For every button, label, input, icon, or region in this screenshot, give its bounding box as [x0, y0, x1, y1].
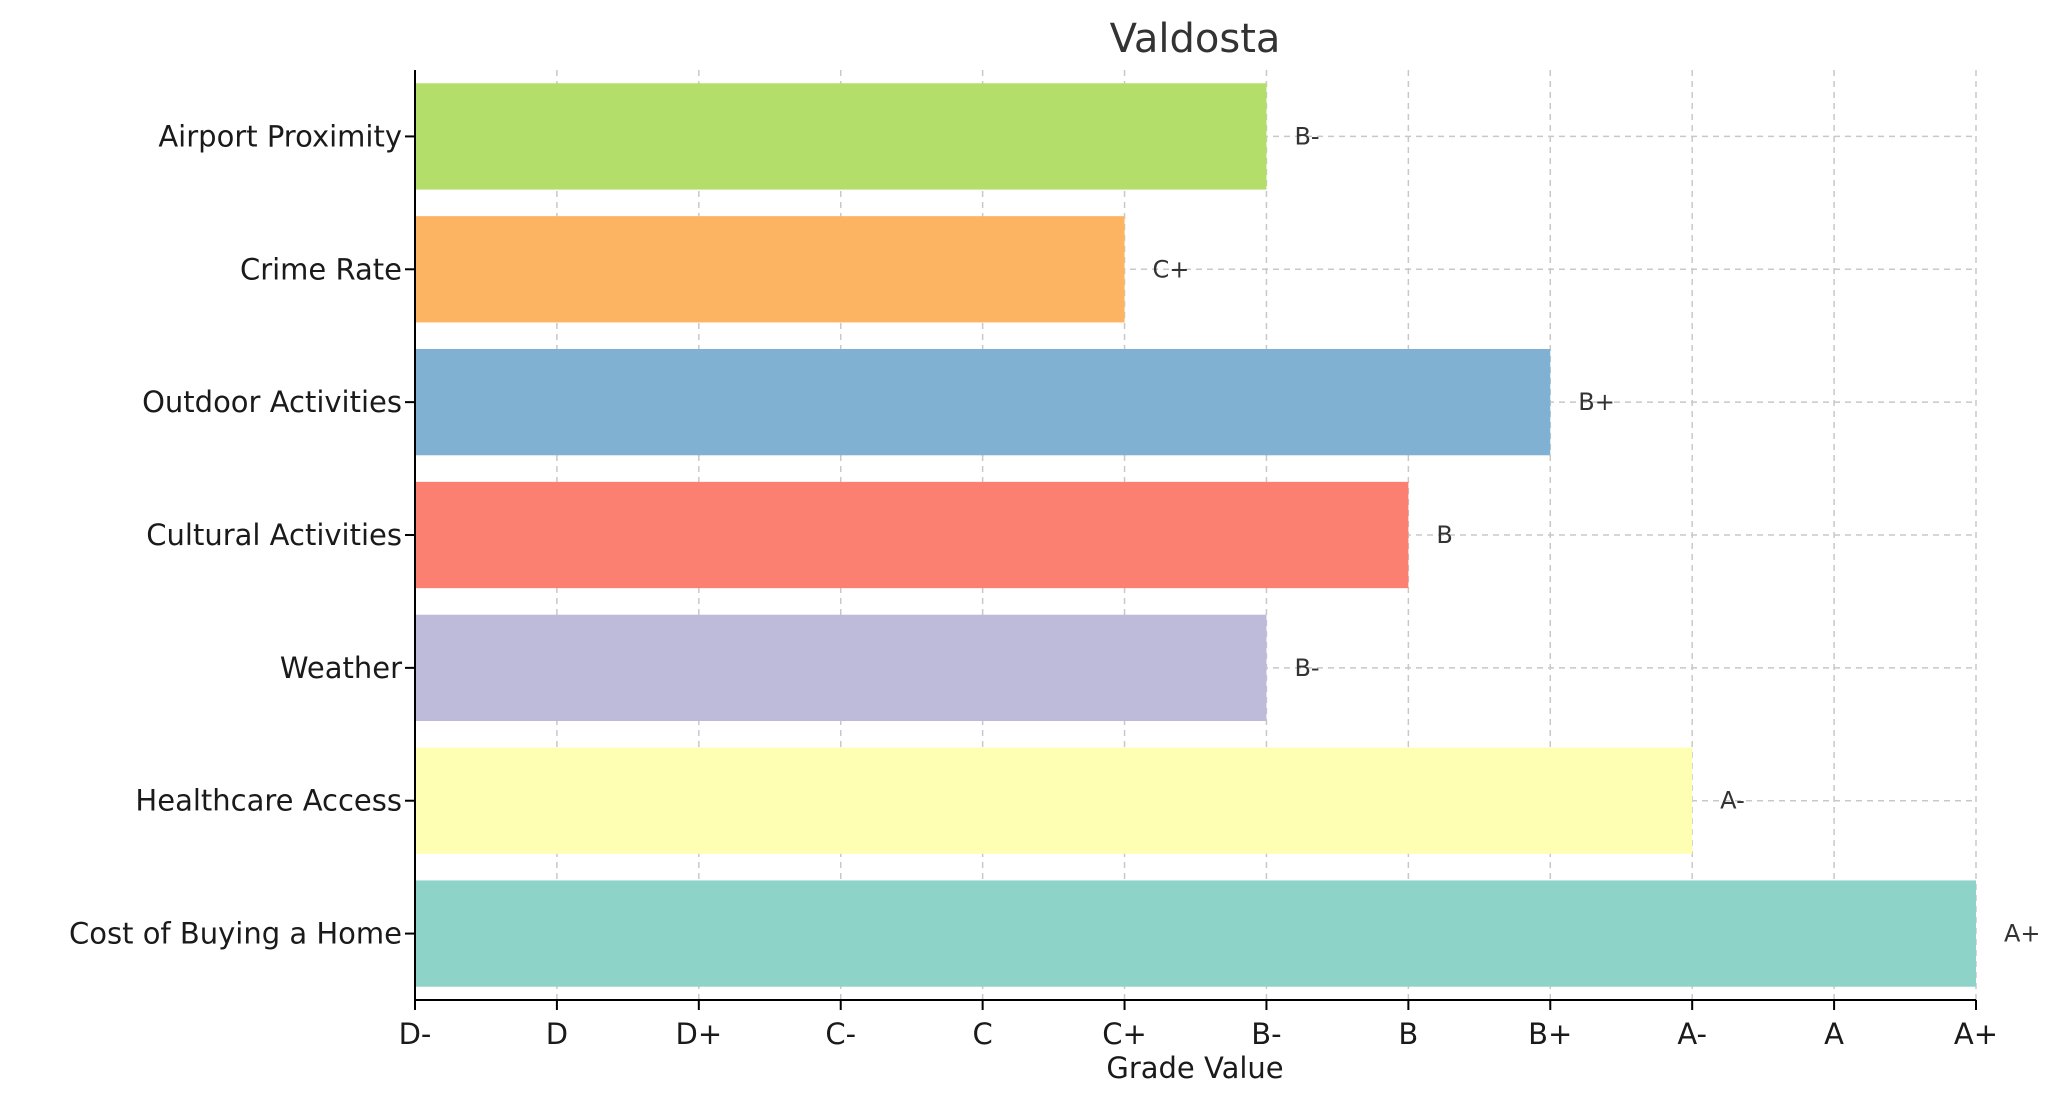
bar	[415, 614, 1267, 721]
x-tick-label: B-	[1251, 1017, 1281, 1051]
bar	[415, 481, 1409, 589]
data-label: B+	[1578, 388, 1615, 416]
bar-layer	[415, 83, 1976, 987]
x-tick-label: A	[1824, 1017, 1844, 1051]
bar	[415, 880, 1976, 987]
axis-layer: D- D D+ C- C C+ B- B B+ A- A A+	[399, 70, 1998, 1051]
x-tick-label: B+	[1528, 1017, 1572, 1051]
x-tick-label: C	[973, 1017, 993, 1051]
x-tick-label: C+	[1102, 1017, 1147, 1051]
x-tick-label: A+	[1954, 1017, 1998, 1051]
y-tick-label: Outdoor Activities	[142, 385, 402, 419]
bar	[415, 747, 1693, 854]
bar	[415, 216, 1125, 323]
bar	[415, 83, 1267, 190]
x-tick-label: D+	[675, 1017, 722, 1051]
y-tick-label: Healthcare Access	[135, 784, 402, 818]
data-label: B-	[1294, 122, 1319, 150]
y-tick-label: Crime Rate	[240, 252, 402, 286]
x-tick-label: A-	[1677, 1017, 1707, 1051]
x-tick-label: D-	[399, 1017, 432, 1051]
data-label: A+	[2004, 920, 2041, 948]
bar	[415, 349, 1551, 456]
chart-title: Valdosta	[1110, 16, 1281, 62]
label-layer: Airport Proximity B- Crime Rate C+ Outdoor A…	[69, 119, 2041, 950]
data-label: C+	[1153, 255, 1190, 283]
y-tick-label: Cost of Buying a Home	[69, 917, 402, 951]
x-axis-label: Grade Value	[1106, 1051, 1283, 1085]
data-label: B	[1436, 521, 1452, 549]
x-tick-label: C-	[825, 1017, 856, 1051]
data-label: B-	[1294, 654, 1319, 682]
data-label: A-	[1720, 787, 1745, 815]
y-tick-label: Weather	[280, 651, 402, 685]
x-tick-label: D	[546, 1017, 568, 1051]
x-tick-label: B	[1398, 1017, 1418, 1051]
y-tick-label: Airport Proximity	[158, 119, 402, 153]
y-tick-label: Cultural Activities	[146, 518, 402, 552]
